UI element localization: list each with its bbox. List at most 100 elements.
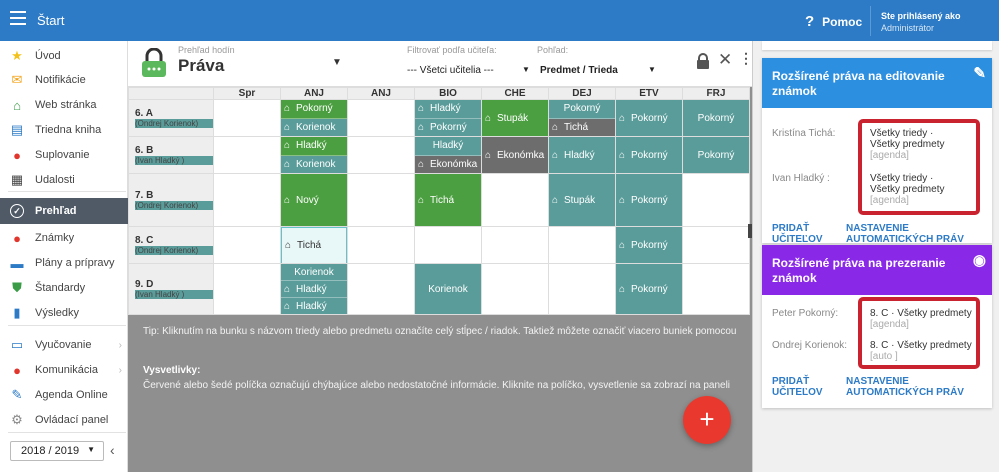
teacher-assignment[interactable]: Pokorný — [616, 174, 682, 226]
column-header[interactable]: CHE — [481, 87, 549, 100]
teacher-assignment[interactable]: Korienok — [415, 264, 481, 314]
teacher-assignment[interactable]: Hladký — [281, 298, 347, 314]
grid-cell[interactable]: Nový — [280, 173, 348, 227]
teacher-assignment[interactable]: Pokorný — [616, 100, 682, 136]
grid-cell[interactable]: Tichá — [280, 226, 348, 264]
scrollbar[interactable] — [748, 224, 752, 238]
grid-cell[interactable] — [347, 263, 415, 315]
grid-cell[interactable]: Pokorný — [682, 136, 750, 174]
sidebar-item-check-circle[interactable]: ✓ Prehľad — [0, 198, 128, 224]
teacher-filter-select[interactable]: --- Všetci učitelia --- — [407, 65, 494, 76]
grid-cell[interactable]: Pokorný — [615, 226, 683, 264]
grid-cell[interactable]: Ekonómka — [481, 136, 549, 174]
page-title[interactable]: Práva — [178, 56, 225, 75]
sidebar-item-star[interactable]: ★ Úvod — [0, 43, 128, 69]
class-cell[interactable]: 8. C (Ondrej Korienok) — [128, 226, 214, 264]
add-button[interactable]: + — [683, 396, 731, 444]
teacher-assignment[interactable]: Pokorný — [683, 100, 749, 136]
column-header[interactable]: BIO — [414, 87, 482, 100]
grid-cell[interactable]: PokornýKorienok — [280, 99, 348, 137]
teacher-assignment[interactable]: Stupák — [549, 174, 615, 226]
grid-cell[interactable] — [682, 263, 750, 315]
teacher-assignment[interactable]: Pokorný — [683, 137, 749, 173]
grid-cell[interactable]: Stupák — [481, 99, 549, 137]
sidebar-item-person[interactable]: ● Suplovanie — [0, 142, 128, 168]
column-header[interactable]: ANJ — [280, 87, 348, 100]
sidebar-item-shield[interactable]: ⛊ Štandardy — [0, 275, 128, 301]
sidebar-item-pencil[interactable]: ✎ Agenda Online — [0, 382, 128, 408]
grid-cell[interactable]: Pokorný — [615, 173, 683, 227]
collapse-sidebar-icon[interactable]: ‹ — [110, 442, 115, 458]
teacher-assignment[interactable]: Hladký — [281, 137, 347, 156]
class-cell[interactable]: 9. D (Ivan Hladký ) — [128, 263, 214, 315]
teacher-assignment[interactable]: Stupák — [482, 100, 548, 136]
teacher-assignment[interactable]: Tichá — [549, 118, 615, 136]
grid-cell[interactable]: Pokorný — [615, 136, 683, 174]
sidebar-item-book-open[interactable]: ▭ Vyučovanie › — [0, 332, 128, 358]
chevron-down-icon[interactable]: ▼ — [522, 65, 530, 74]
grid-cell[interactable]: Korienok — [414, 263, 482, 315]
grid-cell[interactable] — [213, 136, 281, 174]
teacher-assignment[interactable]: Nový — [281, 174, 347, 226]
pencil-icon[interactable]: ✎ — [973, 65, 986, 82]
grid-cell[interactable]: Stupák — [548, 173, 616, 227]
column-header[interactable]: Spr — [213, 87, 281, 100]
add-teachers-link[interactable]: PRIDAŤ UČITEĽOV — [772, 223, 823, 245]
class-cell[interactable]: 7. B (Ondrej Korienok) — [128, 173, 214, 227]
grid-cell[interactable] — [682, 173, 750, 227]
column-header[interactable]: FRJ — [682, 87, 750, 100]
grid-cell[interactable] — [414, 226, 482, 264]
view-filter-select[interactable]: Predmet / Trieda — [540, 65, 618, 76]
grid-cell[interactable]: Pokorný — [615, 99, 683, 137]
chevron-down-icon[interactable]: ▼ — [648, 65, 656, 74]
teacher-assignment[interactable]: Hladký — [415, 137, 481, 156]
class-cell[interactable]: 6. A (Ondrej Korienok) — [128, 99, 214, 137]
grid-cell[interactable]: KorienokHladkýHladký — [280, 263, 348, 315]
grid-cell[interactable]: Hladký — [548, 136, 616, 174]
user-line1[interactable]: Ste prihlásený ako — [881, 11, 961, 21]
more-vertical-icon[interactable]: ⋮ — [739, 50, 752, 66]
teacher-assignment[interactable]: Hladký — [281, 281, 347, 298]
grid-cell[interactable] — [213, 173, 281, 227]
teacher-assignment[interactable]: Korienok — [281, 118, 347, 136]
help-button[interactable]: ? Pomoc — [805, 13, 862, 30]
grid-cell[interactable]: Pokorný — [682, 99, 750, 137]
column-header[interactable]: ETV — [615, 87, 683, 100]
teacher-assignment[interactable]: Pokorný — [616, 227, 682, 263]
school-year-select[interactable]: 2018 / 2019 ▼ — [10, 441, 104, 461]
grid-cell[interactable] — [213, 263, 281, 315]
sidebar-item-calendar[interactable]: ▦ Udalosti — [0, 167, 128, 193]
eye-icon[interactable]: ◉ — [972, 252, 986, 269]
grid-cell[interactable]: Pokorný — [615, 263, 683, 315]
sidebar-item-grade[interactable]: ● Známky — [0, 225, 128, 251]
grid-cell[interactable]: HladkýPokorný — [414, 99, 482, 137]
sidebar-item-mail[interactable]: ✉ Notifikácie — [0, 67, 128, 93]
teacher-assignment[interactable]: Pokorný — [549, 100, 615, 119]
add-teachers-link[interactable]: PRIDAŤ UČITEĽOV — [772, 376, 823, 398]
sidebar-item-home[interactable]: ⌂ Web stránka — [0, 92, 128, 118]
teacher-assignment[interactable]: Pokorný — [616, 264, 682, 314]
teacher-assignment[interactable]: Pokorný — [616, 137, 682, 173]
close-icon[interactable]: ✕ — [718, 50, 733, 69]
sidebar-item-briefcase[interactable]: ▬ Plány a prípravy — [0, 250, 128, 276]
grid-cell[interactable]: Tichá — [414, 173, 482, 227]
auto-rights-link[interactable]: NASTAVENIE AUTOMATICKÝCH PRÁV — [846, 223, 964, 245]
lock-icon[interactable] — [696, 53, 710, 69]
column-header[interactable] — [128, 87, 214, 100]
column-header[interactable]: DEJ — [548, 87, 616, 100]
teacher-assignment[interactable]: Pokorný — [415, 118, 481, 136]
grid-cell[interactable] — [347, 136, 415, 174]
auto-rights-link[interactable]: NASTAVENIE AUTOMATICKÝCH PRÁV — [846, 376, 964, 398]
grid-cell[interactable] — [347, 99, 415, 137]
hamburger-menu-icon[interactable] — [10, 11, 26, 25]
class-cell[interactable]: 6. B (Ivan Hladký ) — [128, 136, 214, 174]
teacher-assignment[interactable]: Ekonómka — [482, 137, 548, 173]
grid-cell[interactable] — [682, 226, 750, 264]
chevron-down-icon[interactable]: ▼ — [332, 57, 342, 68]
teacher-assignment[interactable]: Hladký — [549, 137, 615, 173]
grid-cell[interactable] — [481, 173, 549, 227]
user-line2[interactable]: Administrátor — [881, 23, 935, 33]
teacher-assignment[interactable]: Tichá — [281, 227, 347, 263]
grid-cell[interactable] — [347, 226, 415, 264]
